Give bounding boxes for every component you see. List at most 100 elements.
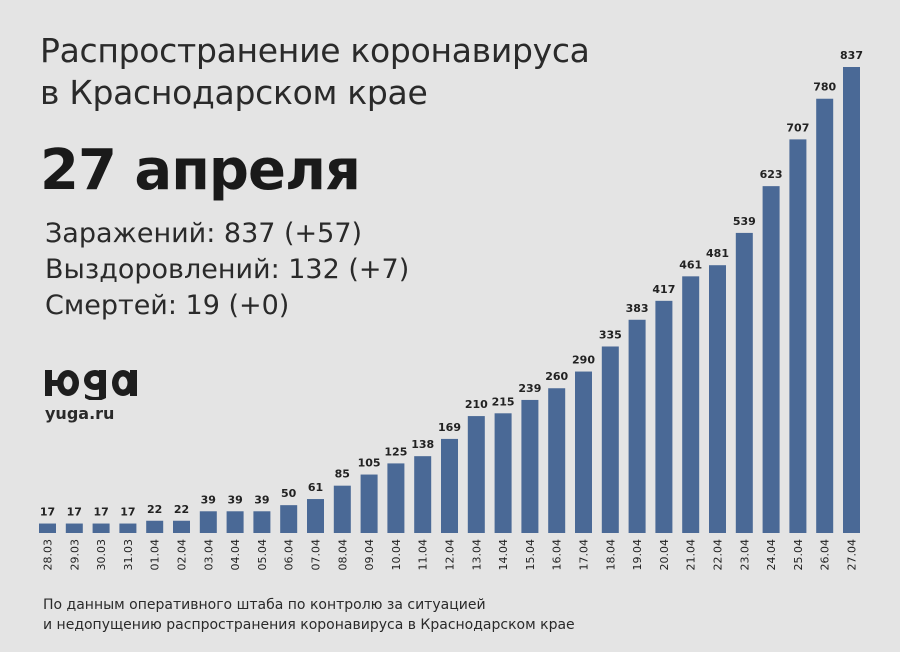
tick-label-27.04: 27.04 bbox=[846, 539, 859, 571]
value-label-26.04: 780 bbox=[813, 81, 836, 94]
bar-07.04 bbox=[307, 499, 324, 533]
tick-label-15.04: 15.04 bbox=[524, 539, 537, 571]
value-label-09.04: 105 bbox=[358, 457, 381, 470]
bar-09.04 bbox=[360, 474, 378, 533]
bar-10.04 bbox=[387, 463, 405, 533]
title-line-1: Распространение коронавируса bbox=[40, 31, 590, 70]
tick-label-13.04: 13.04 bbox=[470, 539, 483, 571]
tick-label-28.03: 28.03 bbox=[42, 539, 55, 571]
source-line-2: и недопущению распространения коронавиру… bbox=[43, 617, 575, 633]
bar-08.04 bbox=[333, 485, 351, 533]
value-label-05.04: 39 bbox=[254, 493, 269, 506]
tick-label-19.04: 19.04 bbox=[631, 539, 644, 571]
tick-label-11.04: 11.04 bbox=[417, 539, 430, 571]
tick-label-21.04: 21.04 bbox=[685, 539, 698, 571]
tick-label-18.04: 18.04 bbox=[604, 539, 617, 571]
yuga-logo-mark bbox=[45, 370, 137, 401]
tick-label-03.04: 03.04 bbox=[202, 539, 215, 571]
source-line-1: По данным оперативного штаба по контролю… bbox=[43, 597, 486, 613]
bar-26.04 bbox=[816, 98, 834, 533]
yuga-logo bbox=[45, 366, 141, 404]
bar-25.04 bbox=[789, 139, 807, 533]
bar-28.03 bbox=[39, 523, 56, 533]
stat-infected: Заражений: 837 (+57) bbox=[45, 218, 363, 249]
stat-deaths: Смертей: 19 (+0) bbox=[45, 290, 290, 321]
value-label-02.04: 22 bbox=[174, 503, 189, 516]
tick-label-04.04: 04.04 bbox=[229, 539, 242, 571]
bar-18.04 bbox=[601, 346, 619, 533]
stat-recovered: Выздоровлений: 132 (+7) bbox=[45, 254, 410, 285]
value-label-14.04: 215 bbox=[492, 395, 515, 408]
value-label-11.04: 138 bbox=[411, 438, 434, 451]
bar-12.04 bbox=[441, 438, 458, 533]
bar-04.04 bbox=[226, 511, 244, 533]
bar-20.04 bbox=[655, 300, 673, 533]
value-label-30.03: 17 bbox=[93, 506, 108, 519]
tick-label-12.04: 12.04 bbox=[444, 539, 457, 571]
bar-17.04 bbox=[575, 371, 592, 533]
value-label-12.04: 169 bbox=[438, 421, 461, 434]
title-line-2: в Краснодарском крае bbox=[40, 73, 428, 112]
value-label-23.04: 539 bbox=[733, 215, 756, 228]
bar-27.04 bbox=[843, 67, 860, 533]
tick-label-10.04: 10.04 bbox=[390, 539, 403, 571]
value-label-20.04: 417 bbox=[652, 283, 675, 296]
bar-02.04 bbox=[173, 520, 190, 533]
value-label-08.04: 85 bbox=[335, 468, 350, 481]
bar-06.04 bbox=[280, 505, 298, 533]
bar-31.03 bbox=[119, 523, 137, 533]
value-label-17.04: 290 bbox=[572, 354, 595, 367]
tick-label-07.04: 07.04 bbox=[310, 539, 323, 571]
value-label-29.03: 17 bbox=[67, 506, 82, 519]
tick-label-08.04: 08.04 bbox=[336, 539, 349, 571]
bar-24.04 bbox=[762, 186, 780, 533]
value-label-15.04: 239 bbox=[518, 382, 541, 395]
tick-label-22.04: 22.04 bbox=[712, 539, 725, 571]
value-label-06.04: 50 bbox=[281, 487, 297, 500]
tick-label-16.04: 16.04 bbox=[551, 539, 564, 571]
report-date: 27 апреля bbox=[40, 138, 361, 203]
bar-11.04 bbox=[414, 456, 432, 533]
value-label-21.04: 461 bbox=[679, 258, 702, 271]
stats-block: Заражений: 837 (+57) Выздоровлений: 132 … bbox=[45, 216, 409, 324]
bar-16.04 bbox=[548, 388, 566, 533]
value-label-22.04: 481 bbox=[706, 247, 729, 260]
tick-label-26.04: 26.04 bbox=[819, 539, 832, 571]
bar-23.04 bbox=[735, 232, 753, 533]
value-label-04.04: 39 bbox=[227, 493, 242, 506]
bar-13.04 bbox=[467, 416, 485, 533]
tick-label-06.04: 06.04 bbox=[283, 539, 296, 571]
bar-05.04 bbox=[253, 511, 271, 533]
value-label-24.04: 623 bbox=[760, 168, 783, 181]
bar-chart: 17 28.03 17 29.03 17 30.03 17 31.03 22 01.04 22 02.… bbox=[39, 49, 863, 571]
value-label-25.04: 707 bbox=[786, 121, 809, 134]
value-label-31.03: 17 bbox=[120, 506, 135, 519]
tick-label-01.04: 01.04 bbox=[149, 539, 162, 571]
tick-label-31.03: 31.03 bbox=[122, 539, 135, 571]
tick-label-24.04: 24.04 bbox=[765, 539, 778, 571]
tick-label-30.03: 30.03 bbox=[95, 539, 108, 571]
value-label-19.04: 383 bbox=[626, 302, 649, 315]
chart-title: Распространение коронавируса в Краснодар… bbox=[40, 30, 590, 114]
tick-label-09.04: 09.04 bbox=[363, 539, 376, 571]
bar-01.04 bbox=[146, 520, 164, 533]
tick-label-23.04: 23.04 bbox=[738, 539, 751, 571]
bar-29.03 bbox=[65, 523, 83, 533]
value-label-07.04: 61 bbox=[308, 481, 323, 494]
value-label-28.03: 17 bbox=[40, 506, 55, 519]
tick-label-25.04: 25.04 bbox=[792, 539, 805, 571]
value-label-01.04: 22 bbox=[147, 503, 162, 516]
tick-label-05.04: 05.04 bbox=[256, 539, 269, 571]
value-label-27.04: 837 bbox=[840, 49, 863, 62]
tick-label-02.04: 02.04 bbox=[176, 539, 189, 571]
tick-label-20.04: 20.04 bbox=[658, 539, 671, 571]
tick-label-14.04: 14.04 bbox=[497, 539, 510, 571]
tick-label-17.04: 17.04 bbox=[578, 539, 591, 571]
source-note: По данным оперативного штаба по контролю… bbox=[43, 595, 575, 635]
value-label-10.04: 125 bbox=[384, 445, 407, 458]
bar-22.04 bbox=[709, 265, 726, 533]
bar-21.04 bbox=[682, 276, 700, 533]
value-label-13.04: 210 bbox=[465, 398, 488, 411]
tick-label-29.03: 29.03 bbox=[68, 539, 81, 571]
value-label-16.04: 260 bbox=[545, 370, 568, 383]
